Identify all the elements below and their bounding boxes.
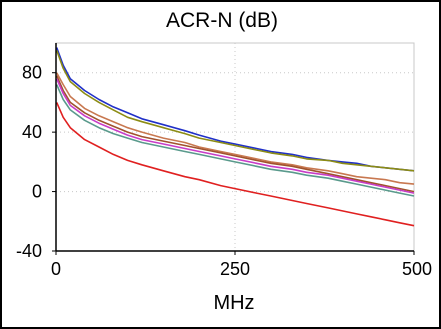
y-tick-label-1: 0 [32, 182, 42, 202]
series-line-2 [55, 72, 415, 185]
series-line-3 [55, 75, 415, 193]
x-tick-label-2: 500 [402, 259, 432, 279]
y-tick-label-2: 40 [22, 122, 42, 142]
x-tick-label-0: 0 [51, 259, 61, 279]
chart-title: ACR-N (dB) [166, 9, 278, 32]
x-tick-label-1: 250 [220, 259, 250, 279]
series-line-5 [55, 78, 415, 194]
x-axis-label: MHz [213, 292, 254, 314]
series-line-4 [55, 84, 415, 197]
series-layer [55, 47, 415, 227]
series-line-6 [55, 102, 415, 227]
y-tick-label-3: 80 [22, 63, 42, 83]
series-line-1 [55, 50, 415, 172]
tick-layer: -40 0 40 80 0 250 500 [16, 63, 432, 279]
series-line-0 [55, 47, 415, 172]
chart: ACR-N (dB) -40 0 40 80 0 250 500 MHz [16, 9, 432, 314]
y-tick-label-0: -40 [16, 241, 42, 261]
